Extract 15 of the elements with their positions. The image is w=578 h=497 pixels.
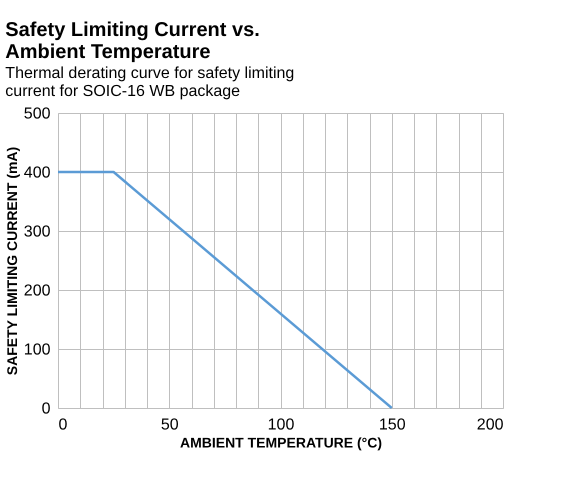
chart-subtitle: Thermal derating curve for safety limiting current for SOIC-16 WB package — [5, 65, 294, 100]
y-tick-label: 100 — [24, 342, 51, 358]
y-axis-title: SAFETY LIMITING CURRENT (mA) — [4, 146, 20, 376]
y-tick-label: 400 — [24, 164, 51, 182]
y-tick-label: 200 — [24, 282, 51, 300]
y-tick-label: 500 — [24, 106, 51, 122]
x-tick-label: 0 — [58, 416, 68, 434]
x-tick-label: 100 — [268, 416, 294, 434]
x-tick-label: 150 — [378, 416, 406, 434]
x-tick-label: 50 — [160, 416, 179, 434]
chart-title: Safety Limiting Current vs. Ambient Temperature — [5, 19, 260, 63]
x-tick-label: 200 — [476, 416, 504, 434]
y-tick-label: 300 — [24, 224, 51, 240]
x-axis-title: AMBIENT TEMPERATURE (°C) — [180, 434, 382, 450]
y-tick-label: 0 — [42, 400, 51, 418]
